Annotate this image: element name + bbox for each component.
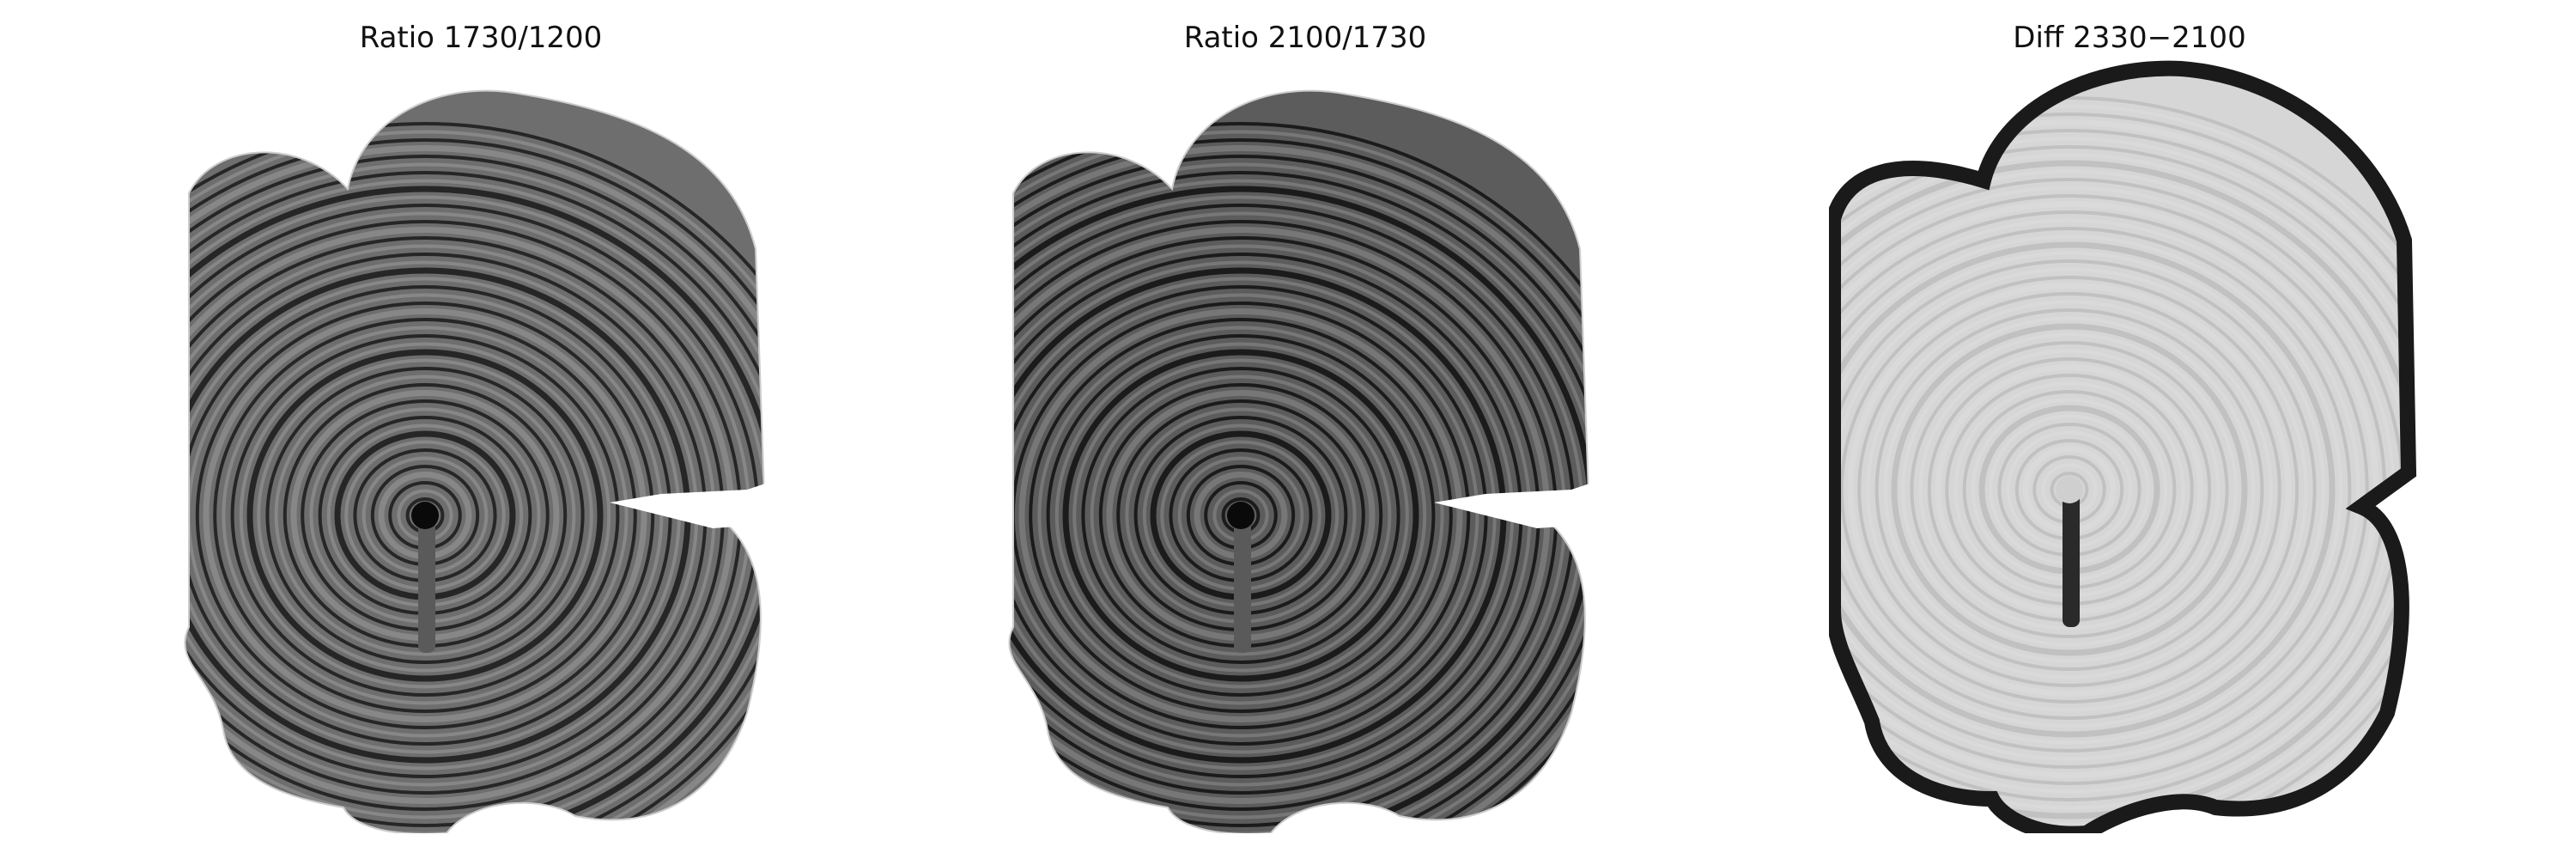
tree-ring-image xyxy=(184,89,773,833)
panel-ratio-2100-1730: Ratio 2100/1730 xyxy=(1005,0,1606,859)
tree-ring-image xyxy=(1008,89,1597,833)
panel-diff-2330-2100: Diff 2330−2100 xyxy=(1829,0,2430,859)
panel-title: Ratio 2100/1730 xyxy=(1183,21,1427,55)
panel-ratio-1730-1200: Ratio 1730/1200 xyxy=(180,0,781,859)
panel-title: Diff 2330−2100 xyxy=(2013,21,2246,55)
panel-title: Ratio 1730/1200 xyxy=(359,21,603,55)
tree-ring-image xyxy=(1829,60,2417,833)
